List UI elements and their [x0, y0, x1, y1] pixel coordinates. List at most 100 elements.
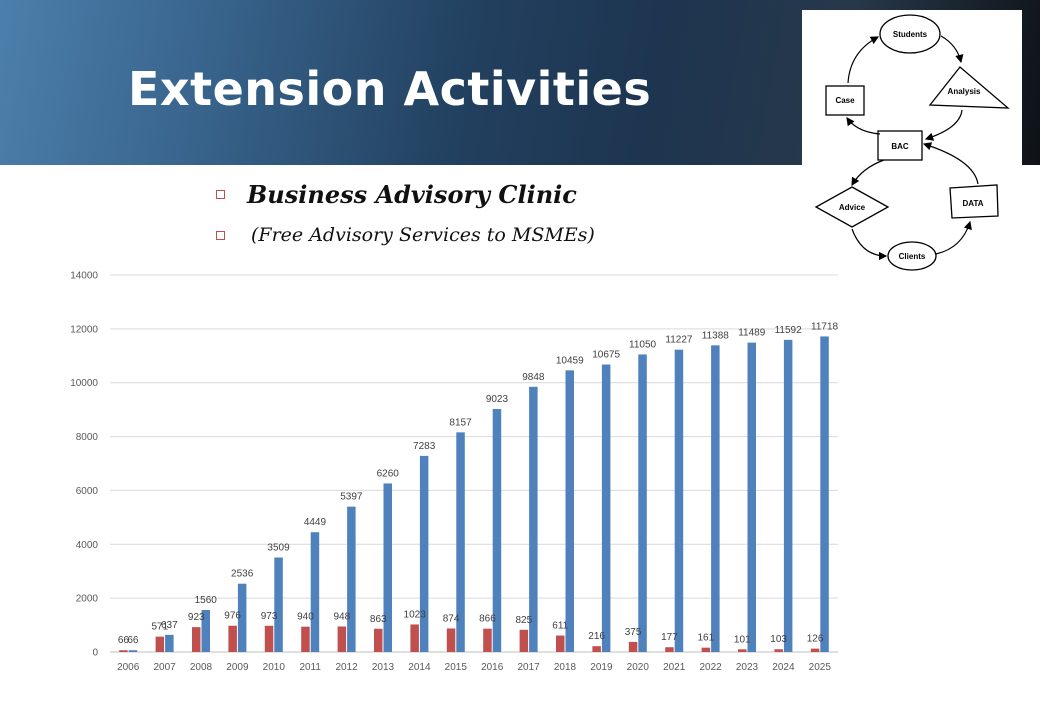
bar-series-2	[128, 650, 138, 652]
data-label-series-2: 10675	[592, 350, 620, 361]
bar-series-2	[201, 609, 210, 652]
data-label-series-2: 9023	[486, 394, 509, 405]
clients-node	[887, 241, 937, 271]
data-label-series-1: 126	[807, 634, 824, 645]
data-label-series-2: 11227	[665, 335, 693, 346]
data-label-series-2: 66	[127, 635, 139, 646]
bar-series-2	[419, 455, 429, 652]
bar-series-1	[628, 641, 638, 652]
bac-cycle-svg: Students Analysis Case BAC Advice DATA C…	[814, 14, 1010, 271]
bar-series-1	[119, 650, 128, 652]
bar-series-1	[519, 629, 529, 652]
bar-series-2	[638, 354, 647, 652]
students-label: Students	[893, 30, 928, 39]
data-label: DATA	[962, 199, 983, 208]
x-tick-label: 2022	[699, 662, 722, 673]
data-label-series-2: 11489	[738, 328, 766, 339]
bar-series-2	[674, 349, 684, 652]
advice-label: Advice	[839, 203, 866, 212]
x-tick-label: 2006	[117, 662, 140, 673]
data-label-series-1: 874	[443, 613, 460, 624]
data-label-series-1: 216	[588, 631, 605, 642]
data-label-series-1: 66	[118, 635, 130, 646]
bar-series-2	[237, 583, 247, 652]
y-tick-label: 6000	[76, 486, 99, 497]
bar-series-2	[529, 386, 538, 652]
x-tick-label: 2009	[226, 662, 249, 673]
bar-series-2	[383, 483, 392, 652]
bullet-business-advisory-clinic: Business Advisory Clinic	[216, 180, 577, 209]
data-label-series-1: 103	[770, 634, 787, 645]
analysis-label: Analysis	[948, 87, 981, 96]
y-tick-label: 14000	[70, 271, 98, 282]
data-label-series-1: 866	[479, 614, 496, 625]
bar-series-1	[701, 647, 711, 652]
bar-series-1	[410, 624, 419, 652]
bar-series-1	[592, 646, 601, 652]
bar-series-1	[483, 628, 492, 652]
data-label-series-2: 9848	[522, 372, 545, 383]
y-tick-label: 2000	[76, 594, 99, 605]
bars	[119, 336, 829, 652]
data-node	[949, 184, 999, 219]
y-tick-label: 10000	[70, 378, 98, 389]
data-label-series-2: 11388	[702, 330, 730, 341]
x-tick-label: 2016	[481, 662, 504, 673]
bar-series-1	[738, 649, 747, 652]
bar-series-1	[192, 627, 201, 652]
bar-series-1	[446, 628, 456, 652]
bar-series-1	[374, 628, 383, 652]
x-tick-label: 2025	[809, 662, 832, 673]
bar-series-1	[556, 635, 565, 652]
bullet-text: (Free Advisory Services to MSMEs)	[251, 224, 595, 246]
cycle-arrows	[846, 35, 979, 261]
y-tick-label: 0	[92, 648, 98, 659]
bac-label: BAC	[891, 142, 909, 151]
bar-series-2	[165, 634, 174, 652]
data-label-series-1: 1023	[404, 609, 427, 620]
data-label-series-1: 825	[516, 615, 533, 626]
y-tick-label: 4000	[76, 540, 99, 551]
bar-series-1	[264, 625, 274, 652]
data-label-series-2: 11592	[775, 325, 803, 336]
bar-series-1	[337, 626, 347, 652]
bar-series-2	[565, 370, 574, 652]
bac-node	[877, 130, 923, 161]
x-tick-label: 2008	[190, 662, 213, 673]
data-label-series-1: 611	[552, 621, 568, 632]
bullet-text: Business Advisory Clinic	[247, 180, 577, 209]
data-label-series-2: 4449	[304, 517, 327, 528]
x-tick-label: 2023	[736, 662, 759, 673]
data-label-series-1: 976	[224, 611, 241, 622]
bullet-free-advisory-services: (Free Advisory Services to MSMEs)	[216, 224, 595, 246]
data-label-series-2: 11718	[811, 321, 839, 332]
analysis-node	[928, 66, 1010, 109]
data-label-series-2: 5397	[340, 492, 363, 503]
data-label-series-1: 101	[734, 634, 751, 645]
square-bullet-icon	[216, 190, 225, 199]
data-label-series-1: 571	[152, 622, 169, 633]
bar-series-2	[783, 339, 793, 652]
students-node	[879, 14, 941, 54]
bar-series-2	[456, 432, 465, 652]
bar-series-1	[774, 649, 783, 652]
clients-label: Clients	[899, 252, 926, 261]
x-axis-ticks: 2006 2007 2008 2009 2010 2011 2012 2013 2014 2015…	[117, 662, 831, 673]
slide-title: Extension Activities	[128, 62, 652, 116]
data-label-series-1: 863	[370, 614, 387, 625]
x-tick-label: 2014	[408, 662, 431, 673]
x-tick-label: 2021	[663, 662, 686, 673]
data-label-series-1: 948	[334, 611, 351, 622]
y-tick-label: 8000	[76, 432, 99, 443]
bar-series-2	[274, 557, 283, 652]
data-label-series-1: 973	[261, 611, 278, 622]
x-tick-label: 2007	[153, 662, 176, 673]
bar-series-2	[820, 336, 829, 652]
x-tick-label: 2019	[590, 662, 613, 673]
bar-series-2	[747, 342, 756, 652]
x-tick-label: 2015	[445, 662, 468, 673]
square-bullet-icon	[216, 230, 225, 240]
x-tick-label: 2020	[627, 662, 650, 673]
